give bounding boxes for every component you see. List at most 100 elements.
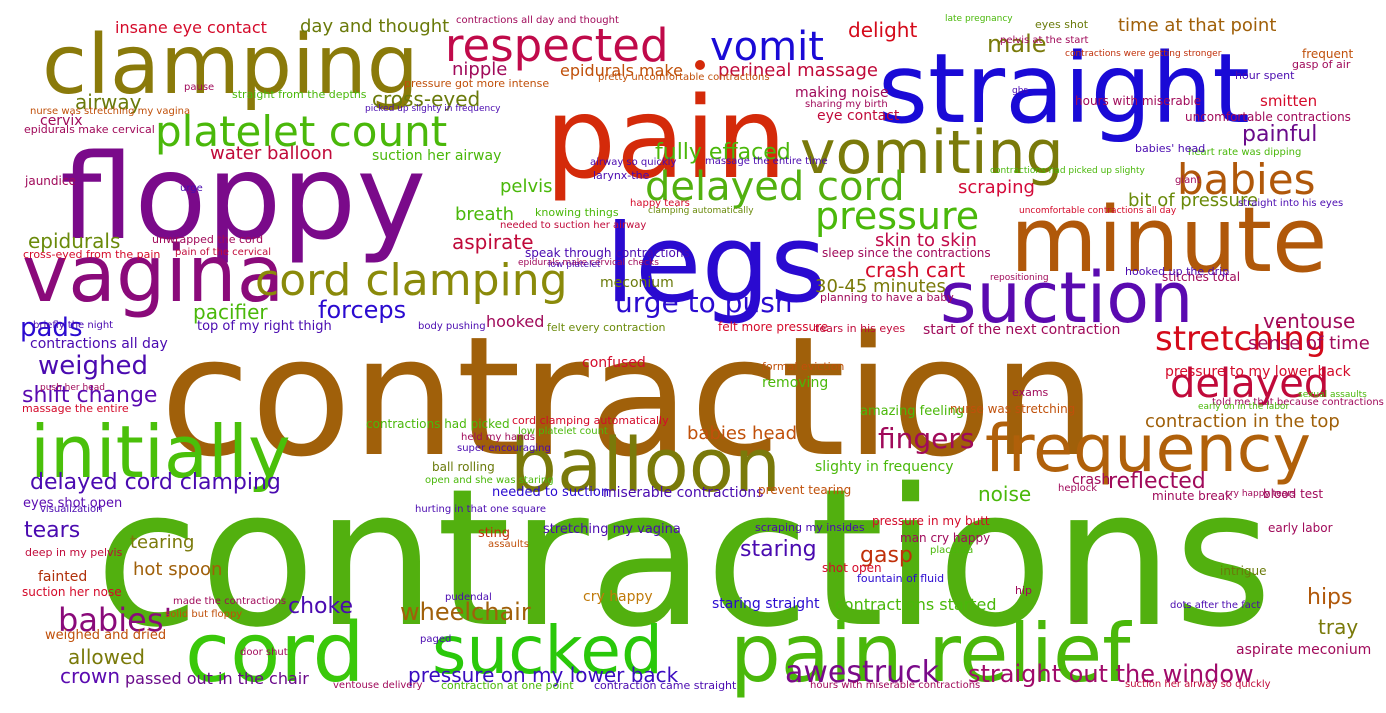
word-forceps: forceps — [318, 296, 407, 325]
word-ventouse: ventouse — [1263, 308, 1356, 333]
word-push-her-head: push her head — [40, 382, 105, 393]
word-delight: delight — [848, 17, 918, 42]
word-vagina: vagina — [22, 230, 285, 321]
word-sting: sting — [478, 526, 510, 542]
word-bit-of-pressure: bit of pressure — [1128, 190, 1259, 212]
word-visualization: visualization — [40, 503, 103, 515]
word-pudendal: pudendal — [445, 591, 492, 603]
word-tears-in-his-eyes: tears in his eyes — [815, 321, 906, 335]
word-cord: cord — [185, 605, 365, 701]
word-urge-to-push: urge to push — [615, 286, 793, 320]
word-assaults: assaults — [488, 538, 529, 550]
word-suction-her-airway-so-quickly: suction her airway so quickly — [1125, 678, 1271, 690]
word-cervix: cervix — [40, 112, 83, 129]
word-eyes-shot-open: eyes shot open — [23, 496, 123, 512]
word-super-encouraging: super encouraging — [457, 442, 551, 454]
word-awestruck: awestruck — [785, 655, 939, 691]
word-smitten: smitten — [1260, 91, 1318, 110]
word-unwrapped-the-cord: unwrapped the cord — [152, 232, 264, 246]
word-fountain-of-fluid: fountain of fluid — [857, 571, 945, 585]
word-contraction-at-one-point: contraction at one point — [441, 678, 574, 692]
word-dots-after-the-fact: dots after the fact — [1170, 599, 1261, 611]
word-planning-to-have-a-baby: planning to have a baby — [820, 290, 954, 304]
word-pause: pause — [184, 81, 215, 93]
word-low-platelet-count: low platelet count — [518, 425, 608, 437]
word-meconium: meconium — [600, 274, 674, 291]
word-pain-relief: pain relief — [730, 607, 1131, 701]
word-contractions-started: contractions started — [835, 594, 997, 614]
word-cross-eyed-from-the-pain: cross-eyed from the pain — [23, 247, 161, 261]
word-breath: breath — [455, 204, 515, 226]
word-30-45-minutes: 30-45 minutes — [815, 276, 946, 298]
word-delayed: delayed — [1170, 361, 1330, 408]
word-sharing-my-birth: sharing my birth — [805, 98, 888, 110]
word-ventouse-delivery: ventouse delivery — [333, 679, 423, 691]
word-epidurals-make-cervical-checks: epidurals make cervical checks — [518, 257, 659, 268]
word-straight-from-the-depths: straight from the depths — [232, 87, 367, 101]
word-airway-so-quickly: airway so quickly — [590, 156, 677, 168]
word-sexual-assaults: sexual assaults — [1298, 389, 1367, 400]
word-hours-with-miserable: hours with miserable — [1075, 94, 1202, 109]
word-insane-eye-contact: insane eye contact — [115, 17, 267, 37]
word-time-at-that-point: time at that point — [1118, 15, 1277, 37]
word-sucked: sucked — [432, 611, 663, 689]
word-aspirate: aspirate — [452, 229, 534, 254]
word-hour-spent: hour spent — [1235, 68, 1295, 82]
word-massage-the-entire-time: massage the entire time — [705, 155, 828, 167]
word-low-platelet: low platelet — [548, 259, 601, 270]
word-larynx-the: larynx-the — [593, 168, 650, 182]
word-removing: removing — [762, 374, 829, 391]
word-body-pushing: body pushing — [418, 320, 486, 332]
word-eye-contact: eye contact — [817, 107, 900, 124]
word-exams: exams — [1012, 385, 1049, 399]
word-open-and-she-was-staring: open and she was staring — [425, 474, 554, 486]
word-contractions-had-picked-up-slighty: contractions had picked up slighty — [990, 165, 1145, 176]
word-uncomfortable-contractions-all-day: uncomfortable contractions all day — [1019, 205, 1177, 216]
word-told-me-that-because-contractions: told me that because contractions — [1212, 396, 1384, 408]
word-frequency: frequency — [985, 411, 1312, 487]
word-legs: legs — [605, 202, 827, 328]
word-vomit: vomit — [710, 24, 824, 71]
word-gasp-of-air: gasp of air — [1292, 57, 1351, 71]
word-shift-change: shift change — [22, 382, 158, 408]
word-gasp: gasp — [860, 542, 913, 568]
word-allowed: allowed — [68, 644, 145, 669]
word-platelet-count: platelet count — [155, 106, 448, 156]
word-clamping: clamping — [42, 17, 419, 113]
word-contractions-were-getting-stronger: contractions were getting stronger — [1065, 48, 1222, 59]
word-ball-rolling: ball rolling — [432, 460, 495, 475]
word-uncomfortable-contractions: uncomfortable contractions — [1185, 110, 1351, 125]
word-contraction: contraction — [160, 300, 1097, 493]
word-hurting-in-that-one-square: hurting in that one square — [415, 503, 546, 515]
word-suction-her-airway: suction her airway — [372, 147, 502, 164]
word-perineal-massage: perineal massage — [718, 60, 878, 82]
word-crown: crown — [60, 663, 121, 688]
word-needed-to-suction-her-airway: needed to suction her airway — [500, 219, 647, 231]
word-fainted: fainted — [38, 568, 88, 585]
word-pressure-to-my-lower-back: pressure to my lower back — [1165, 363, 1351, 380]
word-happy-tears: happy tears — [630, 197, 690, 209]
word-pressure: pressure — [815, 193, 980, 238]
word-delayed-cord-clamping: delayed cord clamping — [30, 469, 281, 495]
word-hips: hips — [1307, 584, 1353, 610]
word-contractions: contractions — [95, 448, 1273, 670]
word-paged: paged — [420, 633, 452, 645]
word-eyes-shot: eyes shot — [1035, 17, 1089, 31]
word-hot-spoon: hot spoon — [133, 559, 223, 581]
word-pressure-on-my-lower-back: pressure on my lower back — [408, 662, 679, 687]
word-pelvis: pelvis — [500, 176, 553, 198]
word-sense-of-time: sense of time — [1248, 333, 1370, 355]
word-contractions-all-day: contractions all day — [30, 335, 168, 352]
word-felt-every-contraction: felt every contraction — [547, 320, 666, 334]
word-heart-rate-was-dipping: heart rate was dipping — [1188, 146, 1302, 158]
word-nurse-was-stretching: nurse was stretching — [950, 402, 1076, 417]
word-straight: straight — [878, 33, 1251, 146]
word-suction: suction — [940, 256, 1194, 339]
word-passed-out-in-the-chair: passed out in the chair — [125, 668, 309, 688]
word-aspirate-meconium: aspirate meconium — [1236, 641, 1372, 658]
word-gbs: gbs — [1012, 85, 1029, 96]
word-stretching: stretching — [1155, 319, 1327, 360]
word-frequent: frequent — [1302, 47, 1354, 62]
word-needed-to-suction: needed to suction — [492, 485, 610, 501]
